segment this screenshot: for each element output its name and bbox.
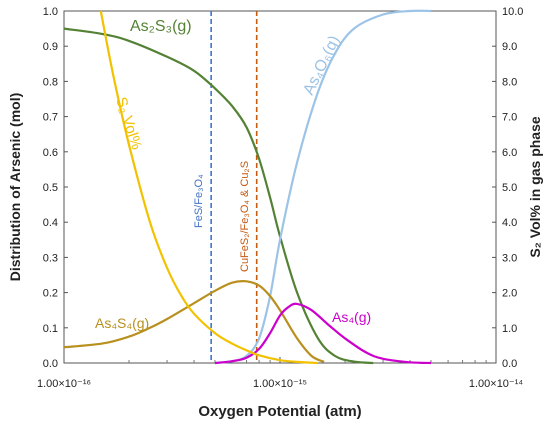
y-tick-label-left: 0.8 [43,76,58,88]
y-tick-label-right: 3.0 [502,252,517,264]
y-axis-ticks-right: 0.0 1.0 2.0 3.0 4.0 5.0 6.0 7.0 8.0 9.0 10.0 [492,6,523,370]
y-axis-title-left: Distribution of Arsenic (mol) [7,93,23,281]
y-tick-label-left: 0.9 [43,41,58,53]
y-tick-label-left: 0.0 [43,358,58,370]
y-tick-label-right: 0.0 [502,358,517,370]
x-tick-label: 1.00×10⁻¹⁶ [37,378,91,390]
y-tick-label-left: 0.7 [43,112,58,124]
series-line-s2-vol [99,10,319,365]
x-tick-label: 1.00×10⁻¹⁴ [469,378,524,390]
series-label-as2s3: As₂S₃(g) [130,18,192,35]
y-tick-label-right: 7.0 [502,112,517,124]
x-tick-label: 1.00×10⁻¹⁵ [253,378,307,390]
y-tick-label-left: 1.0 [43,6,58,18]
y-tick-label-left: 0.6 [43,147,58,159]
y-axis-title-right: S₂ Vol% in gas phase [527,116,543,258]
y-tick-label-right: 2.0 [502,288,517,300]
y-tick-label-left: 0.2 [43,288,58,300]
series-line-as4 [214,302,432,365]
y-tick-label-left: 0.3 [43,252,58,264]
y-tick-label-right: 1.0 [502,323,517,335]
y-axis-ticks-left: 0.0 0.1 0.2 0.3 0.4 0.5 0.6 0.7 0.8 0.9 1.0 [43,6,68,370]
y-tick-label-right: 4.0 [502,217,517,229]
vertical-reference-lines [210,11,258,363]
y-tick-label-left: 0.1 [43,323,58,335]
y-tick-label-right: 5.0 [502,182,517,194]
series-line-as4o6 [214,9,432,365]
series-line-as4s4 [63,280,325,363]
y-tick-label-right: 10.0 [502,6,523,18]
vline-label-fes: FeS/Fe₃O₄ [193,174,205,228]
series-lines [63,9,432,365]
y-tick-label-left: 0.4 [43,217,58,229]
y-tick-label-right: 8.0 [502,76,517,88]
y-tick-label-right: 9.0 [502,41,517,53]
series-line-as2s3 [63,27,374,365]
series-label-as4: As₄(g) [332,309,371,325]
y-tick-label-left: 0.5 [43,182,58,194]
vline-label-cufes2: CuFeS₂/Fe₃O₄ & Cu₂S [239,161,251,272]
series-label-as4o6: As₄O₆(g) [300,33,343,98]
series-label-s2-vol: S₂ Vol% [112,95,145,152]
series-label-as4s4: As₄S₄(g) [95,315,149,331]
y-tick-label-right: 6.0 [502,147,517,159]
x-axis-title: Oxygen Potential (atm) [198,403,361,420]
x-axis-ticks: 1.00×10⁻¹⁶ 1.00×10⁻¹⁵ 1.00×10⁻¹⁴ [37,357,523,390]
